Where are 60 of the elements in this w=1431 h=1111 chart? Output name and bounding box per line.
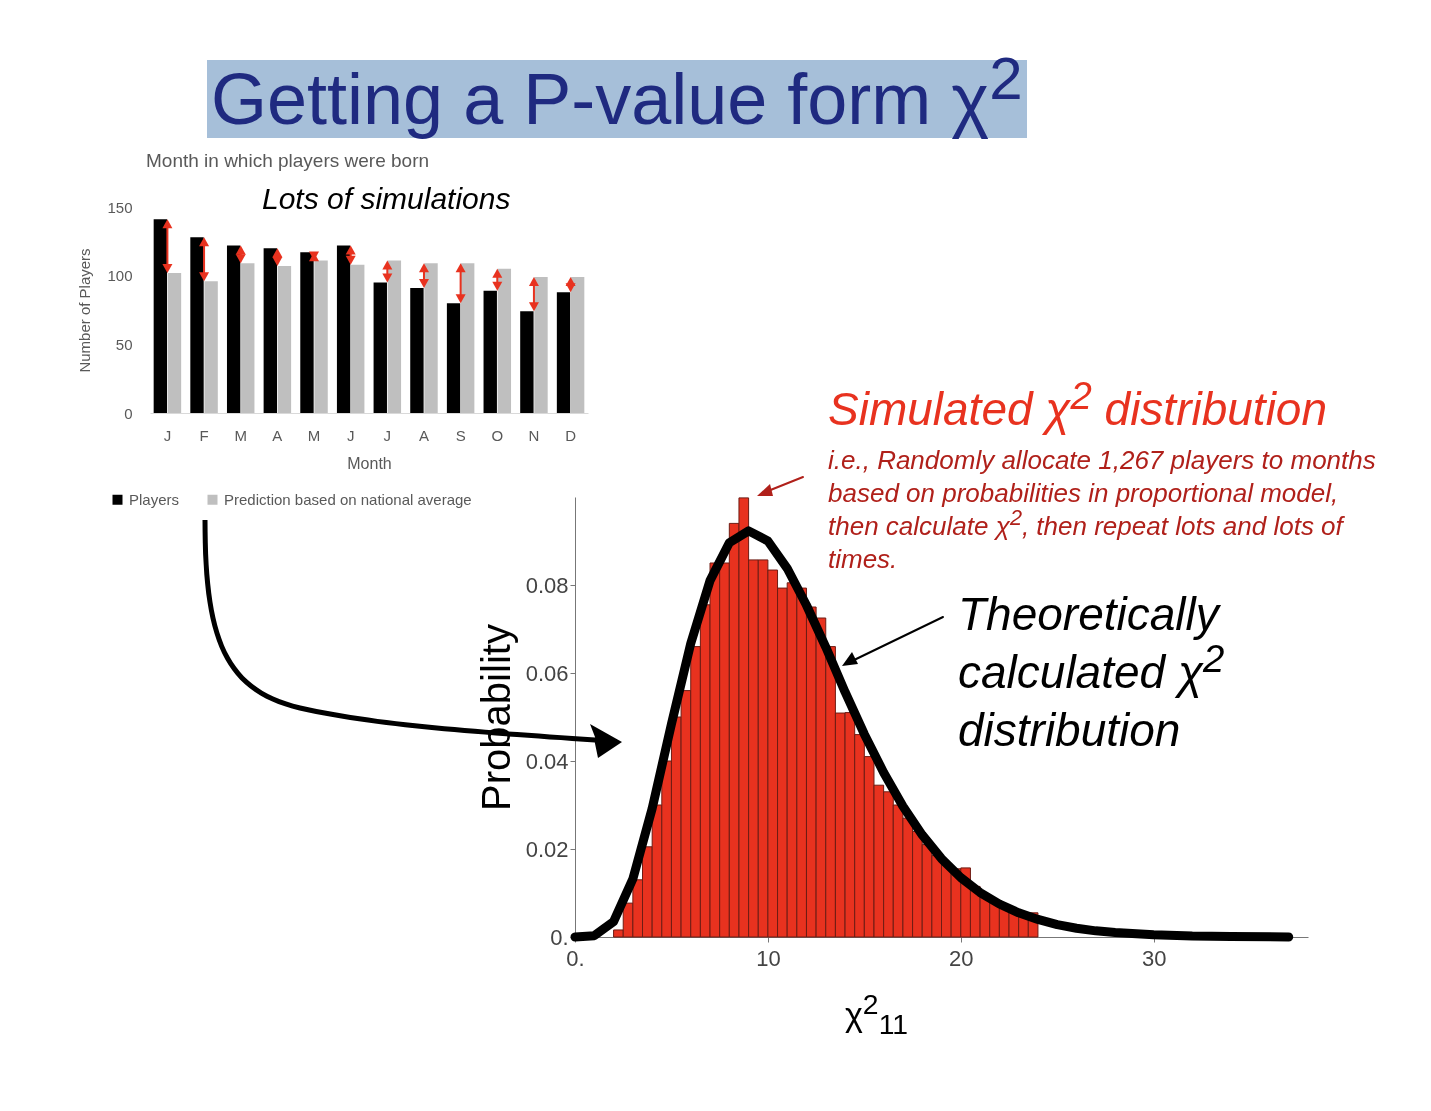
bar bbox=[410, 288, 424, 413]
x-axis-title: Month bbox=[347, 454, 392, 472]
y-tick-label: 0. bbox=[550, 924, 569, 950]
x-tick-label: 10 bbox=[756, 945, 781, 971]
y-tick-label: 50 bbox=[115, 335, 133, 353]
bar bbox=[534, 277, 548, 413]
chart-subtitle: Month in which players were born bbox=[146, 150, 430, 172]
bar bbox=[460, 263, 475, 413]
bar bbox=[277, 266, 292, 413]
x-tick-label: 20 bbox=[949, 945, 974, 971]
x-tick-label: N bbox=[528, 426, 540, 444]
text: Simulated χ$^{2}$ distribution bbox=[828, 373, 1328, 437]
y-tick-label: 150 bbox=[107, 198, 133, 216]
x-tick-label: J bbox=[346, 426, 355, 444]
bar bbox=[351, 264, 365, 413]
bar bbox=[424, 263, 438, 413]
y-tick-label: 100 bbox=[107, 267, 133, 285]
y-tick-label: 0.06 bbox=[525, 660, 569, 686]
bar bbox=[497, 268, 512, 413]
y-tick-label: 0.04 bbox=[525, 748, 569, 774]
bar bbox=[153, 219, 168, 413]
y-tick-label: 0.02 bbox=[525, 836, 569, 862]
x-tick-label: A bbox=[272, 426, 283, 444]
bar bbox=[336, 245, 351, 413]
bar bbox=[300, 252, 314, 413]
legend-label: Prediction based on national average bbox=[224, 490, 472, 508]
x-tick-label: J bbox=[163, 426, 172, 444]
bar bbox=[167, 272, 182, 413]
bar bbox=[314, 260, 328, 413]
y-axis-title: Probability bbox=[473, 624, 518, 811]
legend-label: Players bbox=[129, 490, 180, 508]
bar bbox=[570, 277, 585, 413]
bar bbox=[204, 281, 218, 413]
bar bbox=[263, 248, 278, 413]
y-tick-label: 0 bbox=[124, 404, 133, 422]
text: i.e., Randomly allocate 1,267 players to months based on probabilities in proportional model, then calculate χ$^{2}$, then repeat lots and lots of times. bbox=[828, 445, 1376, 574]
x-tick-label: S bbox=[455, 426, 466, 444]
bar bbox=[556, 292, 571, 413]
bar bbox=[241, 263, 255, 413]
x-tick-label: J bbox=[383, 426, 392, 444]
y-axis-title: Number of Players bbox=[76, 248, 94, 373]
x-tick-label: O bbox=[491, 426, 504, 444]
x-tick-label: A bbox=[418, 426, 429, 444]
legend-label: Theoretically calculated χ$^{2}$ distribution bbox=[958, 587, 1226, 758]
x-tick-label: 30 bbox=[1141, 945, 1167, 971]
annotation: Lots of simulations bbox=[262, 182, 511, 216]
x-tick-label: M bbox=[307, 426, 321, 444]
bar bbox=[226, 245, 241, 413]
chart-title: Getting a P-value form χ$^{2}$ bbox=[210, 45, 1024, 139]
x-tick-label: 0. bbox=[566, 945, 585, 971]
y-tick-label: 0.08 bbox=[525, 572, 569, 598]
bar bbox=[483, 290, 497, 413]
bar bbox=[446, 303, 461, 413]
bar bbox=[520, 311, 534, 413]
x-tick-label: M bbox=[234, 426, 247, 444]
bar bbox=[387, 260, 402, 413]
bar bbox=[190, 237, 204, 413]
x-tick-label: F bbox=[199, 426, 209, 444]
bar bbox=[373, 282, 387, 413]
x-tick-label: D bbox=[565, 426, 577, 444]
